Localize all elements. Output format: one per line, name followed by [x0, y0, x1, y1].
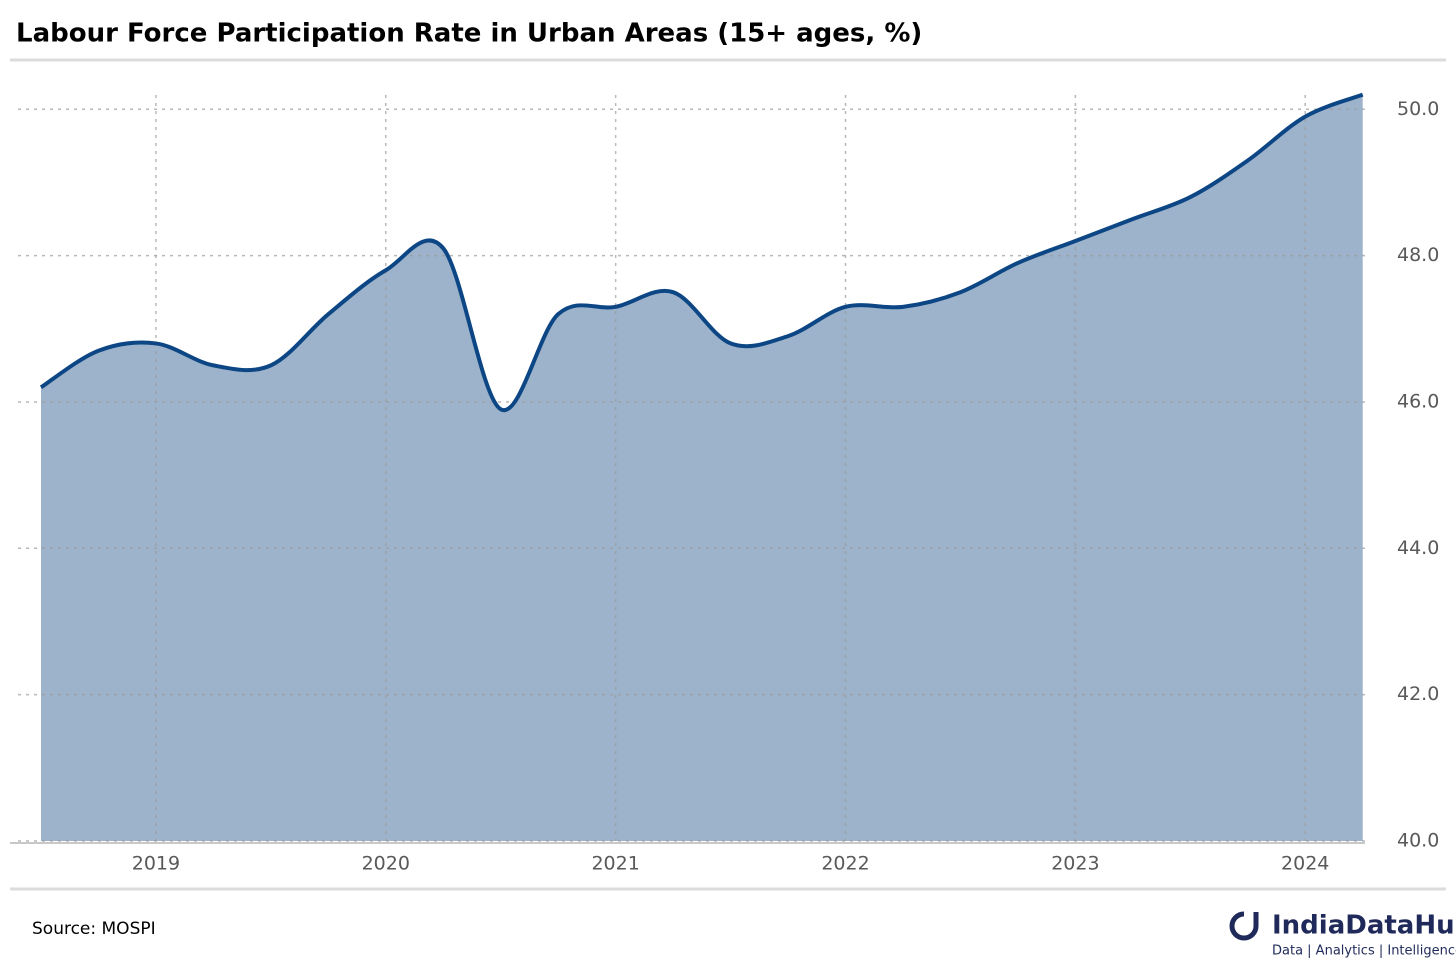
x-tick-label: 2022	[821, 853, 869, 875]
x-tick-label: 2019	[132, 853, 180, 875]
logo: IndiaDataHub Data | Analytics | Intellig…	[1229, 911, 1456, 959]
source: Source: MOSPI	[32, 919, 156, 939]
y-tick-label: 44.0	[1397, 537, 1439, 559]
x-tick-label: 2024	[1281, 853, 1329, 875]
y-tick-label: 48.0	[1397, 244, 1439, 266]
tagline: Data | Analytics | Intelligence	[1272, 944, 1456, 959]
y-tick-label: 40.0	[1397, 830, 1439, 852]
x-tick-label: 2020	[362, 853, 410, 875]
chart-title: Labour Force Participation Rate in Urban…	[16, 19, 922, 49]
x-tick-label: 2021	[591, 853, 639, 875]
y-tick-label: 50.0	[1397, 98, 1439, 120]
y-tick-label: 42.0	[1397, 683, 1439, 705]
logo-icon	[1229, 911, 1259, 941]
line	[39, 92, 1364, 413]
brand: IndiaDataHub	[1272, 911, 1456, 941]
y-tick-label: 46.0	[1397, 390, 1439, 412]
x-tick-label: 2023	[1051, 853, 1099, 875]
